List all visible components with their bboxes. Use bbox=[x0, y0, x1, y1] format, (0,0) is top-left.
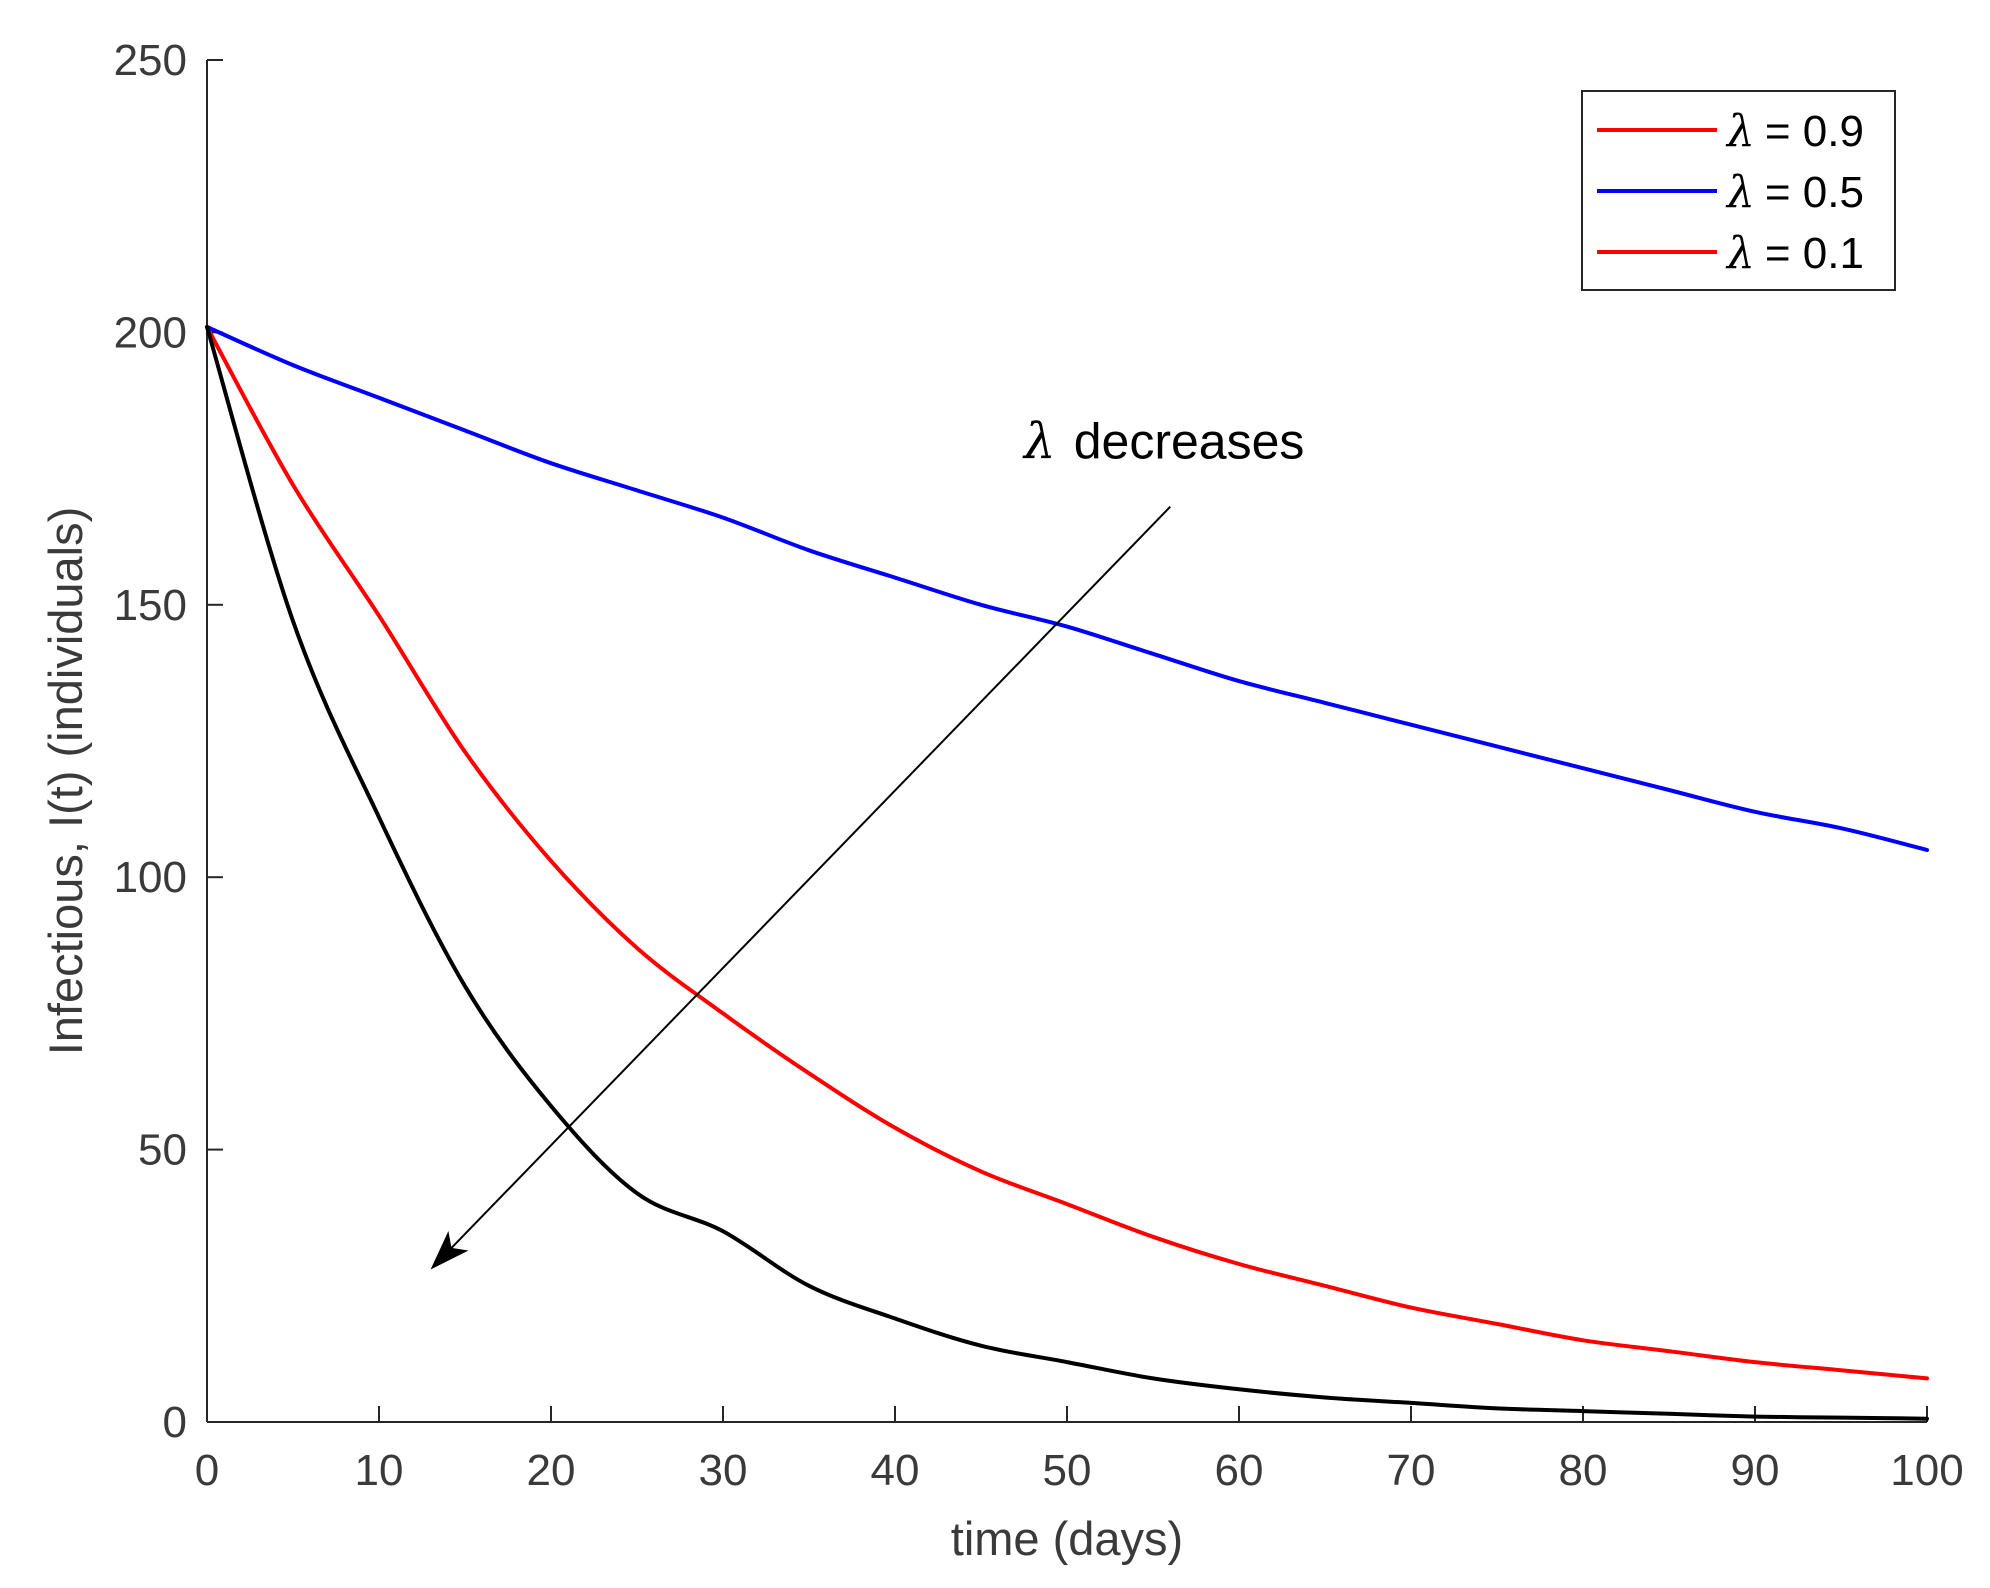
legend-value: = 0.5 bbox=[1765, 168, 1864, 217]
y-tick-label: 250 bbox=[114, 36, 187, 85]
legend-value: = 0.1 bbox=[1765, 229, 1864, 278]
legend-lambda: λ bbox=[1725, 228, 1755, 279]
x-tick-label: 80 bbox=[1559, 1446, 1608, 1495]
legend-lambda: λ bbox=[1725, 167, 1755, 218]
x-tick-label: 40 bbox=[871, 1446, 920, 1495]
axes: 0 10 20 30 40 50 60 70 80 90 100 0 50 100 150 200 250 t… bbox=[39, 36, 1964, 1565]
annotation: λ decreases bbox=[430, 412, 1304, 1270]
legend-label: λ = 0.9 bbox=[1725, 106, 1864, 157]
x-tick-label: 50 bbox=[1043, 1446, 1092, 1495]
x-ticks: 0 10 20 30 40 50 60 70 80 90 100 bbox=[195, 1406, 1964, 1495]
x-tick-label: 70 bbox=[1387, 1446, 1436, 1495]
x-tick-label: 10 bbox=[355, 1446, 404, 1495]
legend-label: λ = 0.1 bbox=[1725, 228, 1864, 279]
y-tick-label: 200 bbox=[114, 308, 187, 357]
legend-item-2: λ = 0.1 bbox=[1597, 228, 1864, 279]
y-tick-label: 50 bbox=[138, 1126, 187, 1175]
x-tick-label: 30 bbox=[699, 1446, 748, 1495]
annotation-lambda: λ bbox=[1022, 412, 1056, 470]
y-tick-label: 100 bbox=[114, 853, 187, 902]
series-line-1 bbox=[205, 325, 1929, 852]
series-layer bbox=[205, 325, 1929, 1421]
x-tick-label: 90 bbox=[1731, 1446, 1780, 1495]
annotation-text: λ decreases bbox=[1022, 412, 1304, 470]
x-tick-label: 100 bbox=[1890, 1446, 1963, 1495]
y-axis-label: Infectious, I(t) (individuals) bbox=[39, 507, 92, 1056]
legend-value: = 0.9 bbox=[1765, 107, 1864, 156]
x-tick-label: 60 bbox=[1215, 1446, 1264, 1495]
series-line-0 bbox=[205, 325, 1929, 1381]
legend: λ = 0.9λ = 0.5λ = 0.1 bbox=[1581, 90, 1896, 291]
series-line-2 bbox=[205, 325, 1929, 1421]
legend-label: λ = 0.5 bbox=[1725, 167, 1864, 218]
legend-lambda: λ bbox=[1725, 106, 1755, 157]
legend-item-1: λ = 0.5 bbox=[1597, 167, 1864, 218]
y-tick-label: 150 bbox=[114, 581, 187, 630]
x-tick-label: 20 bbox=[527, 1446, 576, 1495]
annotation-arrow-head bbox=[430, 1230, 469, 1270]
annotation-arrow-line bbox=[450, 506, 1171, 1249]
legend-item-0: λ = 0.9 bbox=[1597, 106, 1864, 157]
annotation-label: decreases bbox=[1074, 413, 1305, 469]
y-ticks: 0 50 100 150 200 250 bbox=[114, 36, 223, 1447]
x-axis-label: time (days) bbox=[951, 1512, 1183, 1565]
x-tick-label: 0 bbox=[195, 1446, 219, 1495]
y-tick-label: 0 bbox=[163, 1398, 187, 1447]
